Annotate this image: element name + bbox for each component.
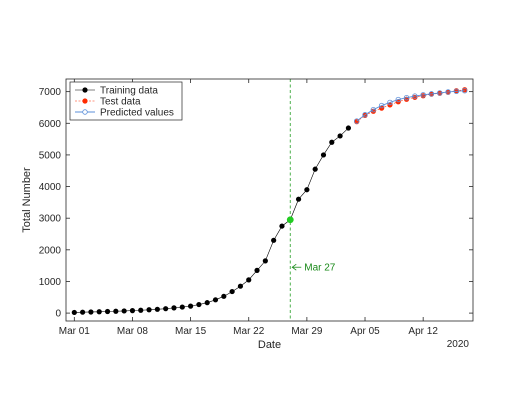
x-tick-label: Mar 29 — [291, 326, 323, 337]
y-tick-label: 0 — [55, 309, 61, 320]
plot-layer — [71, 79, 468, 321]
training-point — [320, 152, 327, 158]
training-point — [154, 306, 160, 312]
training-point — [88, 309, 94, 315]
axes-frame — [65, 78, 474, 322]
annotation: Mar 27 — [291, 263, 336, 274]
x-tick-labels: Mar 01 Mar 08 Mar 15 Mar 22 Mar 29 Apr 05 Apr … — [59, 326, 439, 337]
predicted-line — [356, 90, 465, 122]
x-tick-label: Mar 08 — [117, 326, 149, 337]
training-point — [196, 301, 202, 308]
training-point — [138, 307, 144, 313]
predicted-point — [395, 96, 401, 103]
training-point — [96, 309, 102, 315]
predicted-point — [437, 90, 443, 96]
predicted-point — [420, 92, 426, 98]
training-point — [113, 308, 119, 314]
annotation-arrowhead — [291, 263, 297, 271]
legend-box — [69, 81, 183, 121]
y-tick-labels: 0 1000 2000 3000 4000 5000 6000 7000 — [39, 87, 62, 319]
predicted-point — [354, 118, 360, 124]
predicted-point — [461, 88, 468, 94]
training-point — [312, 166, 318, 172]
training-point — [221, 293, 227, 299]
legend-swatch-marker — [82, 87, 88, 93]
x-tick-label: Apr 05 — [350, 326, 380, 337]
training-point — [129, 308, 136, 314]
x-tick-label: Mar 15 — [175, 326, 207, 337]
training-point — [187, 303, 194, 309]
predicted-point — [445, 89, 451, 95]
annotation-label: Mar 27 — [304, 263, 336, 274]
training-point — [121, 308, 127, 314]
training-point — [229, 288, 235, 295]
highlight-point — [286, 216, 294, 224]
predicted-point — [387, 99, 393, 106]
legend-swatch-marker — [82, 109, 88, 115]
training-point — [271, 237, 277, 243]
legend-label: Predicted values — [100, 108, 174, 119]
training-point — [329, 139, 335, 145]
training-point — [262, 258, 268, 264]
training-point — [179, 304, 185, 310]
training-point — [304, 187, 310, 193]
training-point — [163, 306, 169, 312]
predicted-point — [412, 93, 418, 99]
training-point — [337, 133, 343, 139]
training-point — [71, 309, 77, 316]
legend-label: Test data — [100, 97, 141, 108]
predicted-point — [362, 112, 368, 118]
x-tick-label: Apr 12 — [408, 326, 438, 337]
training-point — [279, 223, 285, 229]
training-line — [74, 127, 349, 313]
y-tick-label: 5000 — [39, 150, 62, 161]
legend-swatch-marker — [82, 98, 88, 104]
y-tick-label: 2000 — [39, 245, 62, 256]
year-label: 2020 — [447, 339, 470, 350]
predicted-point — [428, 91, 435, 97]
training-point — [295, 196, 302, 202]
y-tick-label: 7000 — [39, 87, 62, 98]
x-tick-label: Mar 22 — [233, 326, 265, 337]
y-tick-label: 4000 — [39, 182, 62, 193]
training-point — [345, 125, 352, 131]
y-tick-label: 3000 — [39, 214, 62, 225]
x-axis-label: Date — [258, 339, 281, 351]
y-axis-label: Total Number — [21, 167, 33, 233]
training-point — [204, 300, 210, 306]
training-point — [171, 305, 177, 311]
training-point — [80, 309, 86, 315]
x-tick-label: Mar 01 — [59, 326, 91, 337]
legend-label: Training data — [100, 86, 158, 97]
axis-ticks — [66, 79, 473, 321]
y-tick-label: 1000 — [39, 277, 62, 288]
training-point — [212, 297, 219, 303]
y-tick-label: 6000 — [39, 119, 62, 130]
predicted-point — [453, 88, 460, 95]
training-point — [246, 277, 252, 283]
training-point — [104, 308, 111, 315]
predicted-point — [370, 106, 377, 113]
training-point — [237, 283, 244, 289]
predicted-point — [378, 102, 385, 109]
training-point — [146, 307, 152, 313]
predicted-point — [403, 94, 410, 101]
training-point — [254, 267, 260, 273]
